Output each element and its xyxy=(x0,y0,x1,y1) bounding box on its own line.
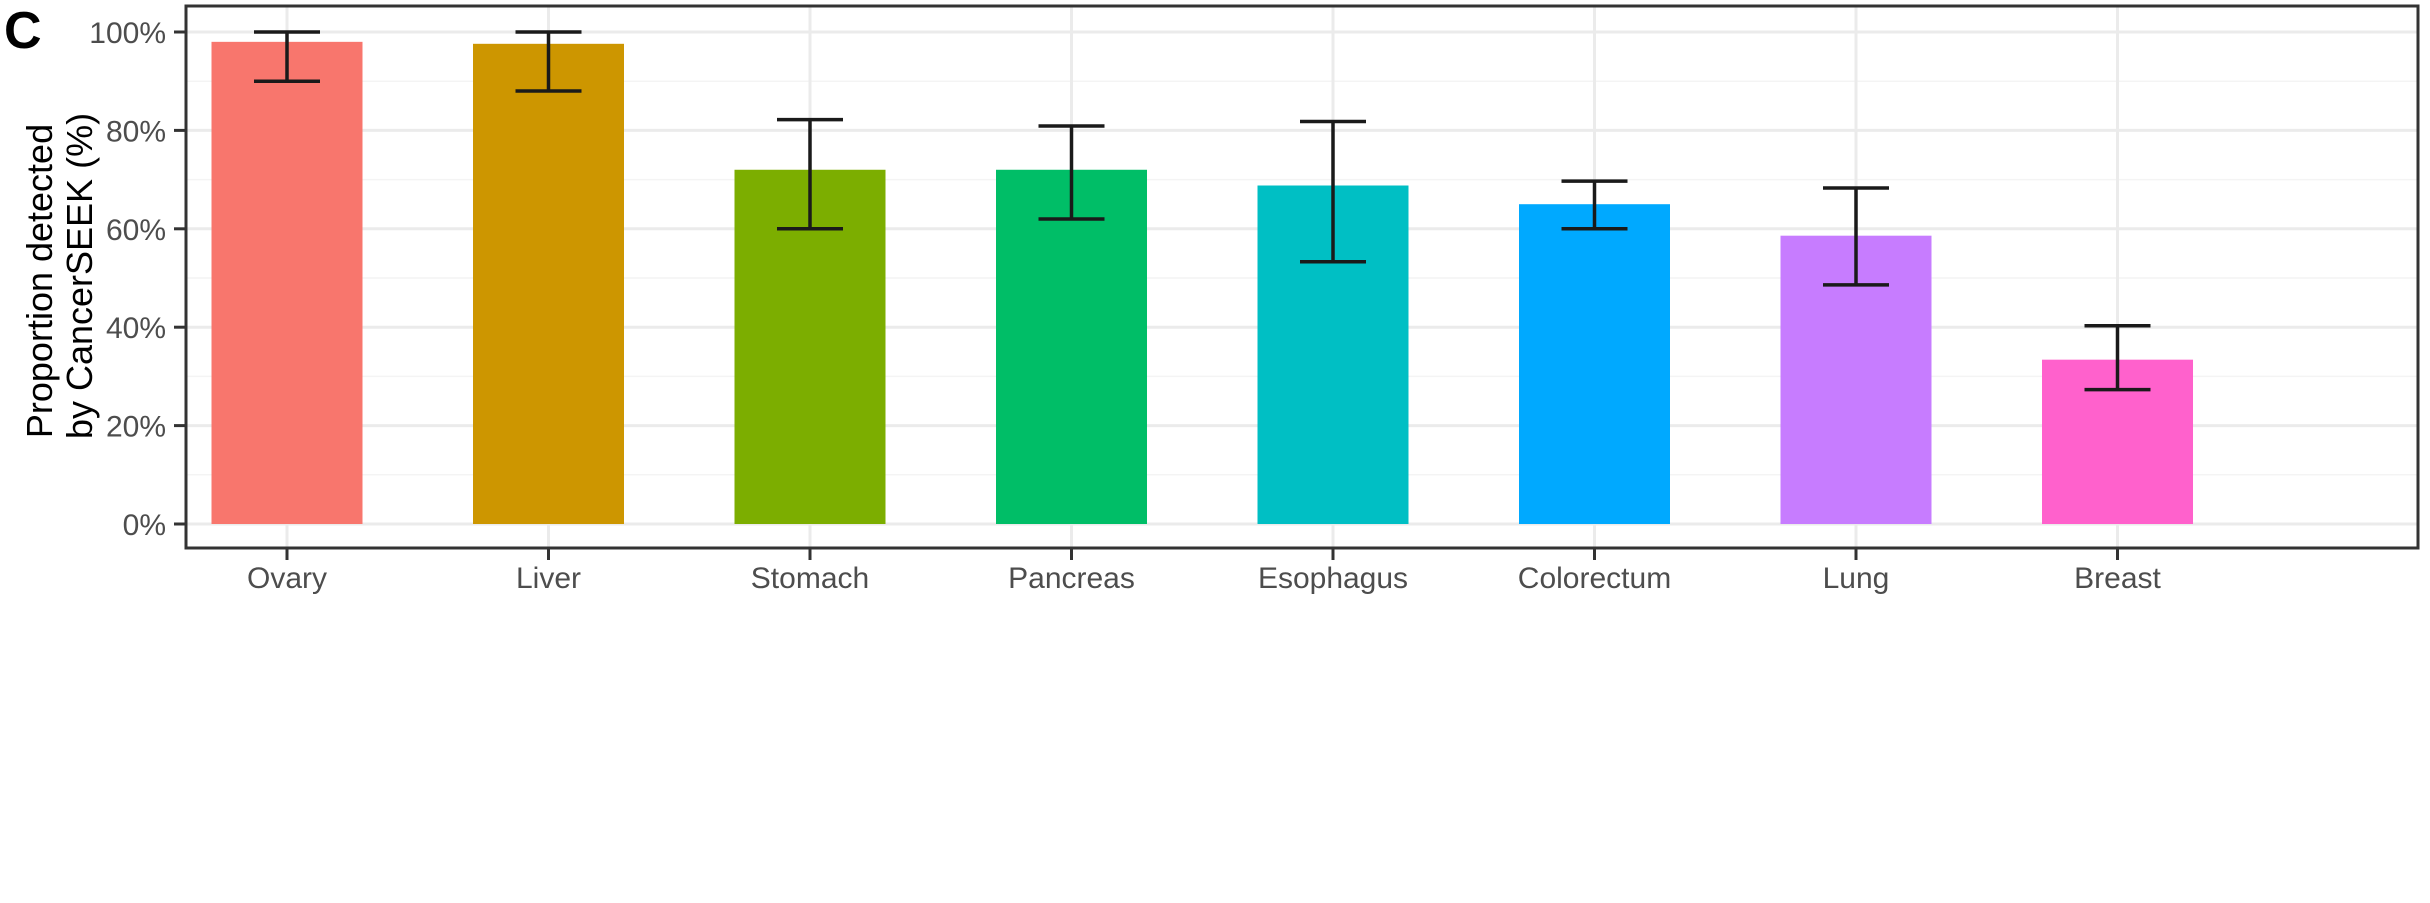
error-bar-breast xyxy=(2084,323,2151,392)
bar-ovary xyxy=(211,41,363,525)
error-bar-liver xyxy=(515,30,582,93)
x-tick-label: Esophagus xyxy=(1258,562,1408,595)
plot-panel-border xyxy=(184,4,2420,550)
x-tick-label: Ovary xyxy=(247,562,327,595)
y-tick-label: 60% xyxy=(106,214,166,247)
y-tick-label: 80% xyxy=(106,115,166,148)
error-bar-lung xyxy=(1823,186,1889,287)
x-tick-label: Pancreas xyxy=(1008,562,1135,595)
y-tick-label: 0% xyxy=(123,509,166,542)
error-bar-pancreas xyxy=(1038,124,1105,221)
y-tick-label: 20% xyxy=(106,411,166,444)
error-bar-colorectum xyxy=(1561,179,1628,231)
y-axis: 0% 20% 40% 60% 80% 100% xyxy=(89,17,186,542)
bar-colorectum xyxy=(1519,204,1670,524)
x-tick-label: Colorectum xyxy=(1518,562,1671,595)
error-bar-ovary xyxy=(254,30,320,83)
y-tick-label: 100% xyxy=(89,17,166,50)
x-tick-label: Lung xyxy=(1823,562,1890,595)
bars xyxy=(211,41,2193,525)
y-tick-label: 40% xyxy=(106,312,166,345)
x-tick-label: Stomach xyxy=(751,562,869,595)
error-bar-esophagus xyxy=(1300,119,1366,264)
y-axis-title-line-2: by CancerSEEK (%) xyxy=(59,113,100,439)
bar-pancreas xyxy=(996,169,1147,524)
x-tick-label: Breast xyxy=(2074,562,2161,595)
error-bars xyxy=(254,30,2151,392)
bar-liver xyxy=(473,43,624,525)
x-axis: Ovary Liver Stomach Pancreas Esophagus Colore… xyxy=(247,548,2162,595)
error-bar-stomach xyxy=(777,117,843,231)
x-tick-label: Liver xyxy=(516,562,581,595)
y-axis-title: Proportion detected by CancerSEEK (%) xyxy=(19,113,100,439)
panel-label: C xyxy=(4,2,42,60)
y-axis-title-line-1: Proportion detected xyxy=(19,124,60,438)
